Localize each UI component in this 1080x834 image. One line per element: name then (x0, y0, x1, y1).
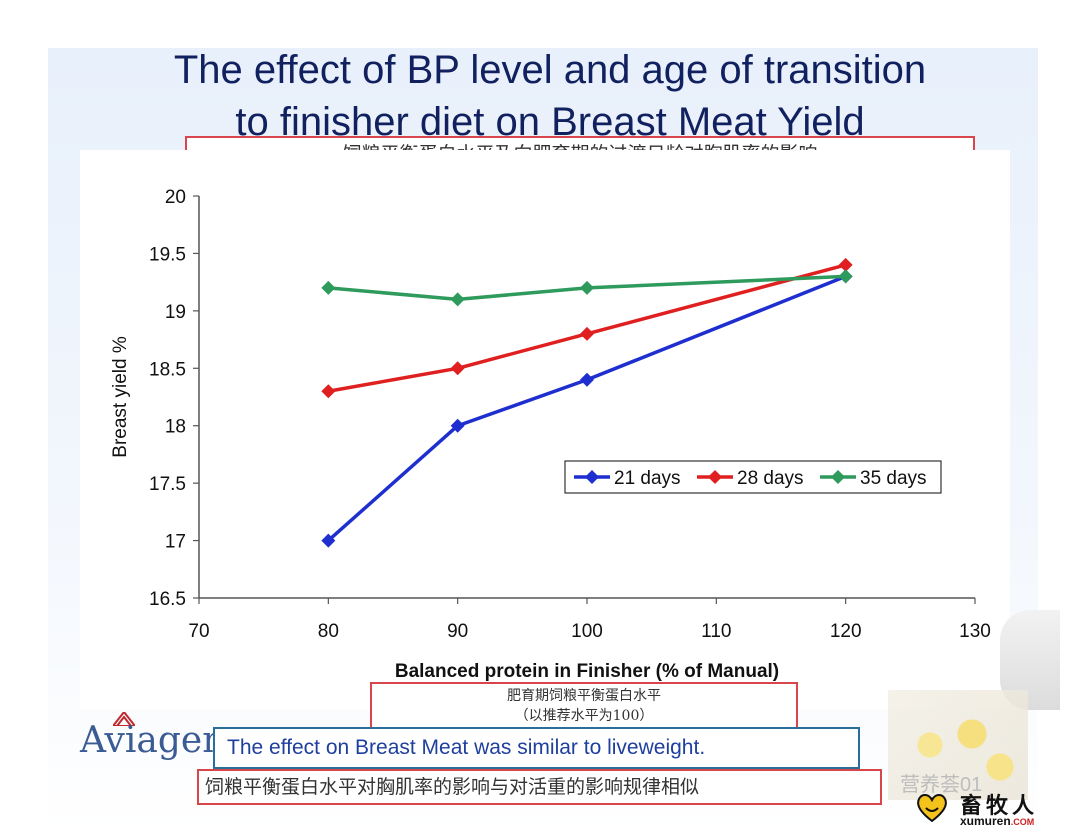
legend-swatch-marker (831, 470, 845, 484)
wechat-watermark: 营养荟01 (900, 774, 983, 796)
conclusion-text: The effect on Breast Meat was similar to… (227, 736, 706, 759)
x-axis-label: Balanced protein in Finisher (% of Manua… (395, 661, 779, 682)
x-tick-label: 80 (318, 621, 339, 642)
chart-axes: 16.5 17 17.5 18 18.5 19 19.5 20 70 80 90 100 110 120 1… (149, 187, 991, 642)
legend-box (564, 460, 942, 494)
x-tick-label: 120 (830, 621, 862, 642)
y-tick-label: 17.5 (149, 474, 186, 495)
chinese-conclusion-box: 饲粮平衡蛋白水平对胸肌率的影响与对活重的影响规律相似 (197, 769, 882, 805)
y-tick-label: 20 (165, 187, 186, 208)
brand-url-suffix: .COM (1010, 817, 1035, 827)
aviagen-logo-text: Aviagen (80, 720, 226, 761)
legend-label: 21 days (614, 468, 681, 489)
chinese-xlabel-line-2: （以推荐水平为100） (514, 708, 654, 724)
y-tick-label: 19 (165, 302, 186, 323)
data-point (838, 257, 853, 272)
y-tick-label: 16.5 (149, 589, 186, 610)
chicks-photo (888, 690, 1028, 800)
data-point (838, 269, 853, 284)
data-point (580, 280, 594, 295)
data-point (580, 326, 594, 341)
series-1 (321, 269, 853, 548)
y-tick-label: 17 (165, 532, 186, 553)
series-line (328, 274, 846, 302)
series-line (327, 274, 847, 542)
legend-label: 35 days (860, 468, 927, 489)
chinese-conclusion: 饲粮平衡蛋白水平对胸肌率的影响与对活重的影响规律相似 (205, 776, 700, 798)
conclusion-box: The effect on Breast Meat was similar to… (213, 727, 860, 769)
series-line (328, 263, 847, 393)
x-tick-label: 90 (447, 621, 468, 642)
brand-url-main: xumuren (960, 814, 1011, 828)
y-tick-label: 19.5 (149, 244, 186, 265)
x-tick-label: 70 (188, 621, 209, 642)
brand-url: xumuren.COM (960, 814, 1034, 828)
legend-swatch-marker (585, 470, 599, 484)
legend-swatch-marker (708, 470, 722, 484)
chart-legend: 21 days 28 days 35 days (564, 460, 942, 494)
x-tick-label: 100 (571, 621, 603, 642)
heart-logo-icon (917, 794, 947, 823)
data-point (450, 292, 465, 307)
data-point (450, 361, 465, 376)
data-point (321, 533, 336, 548)
chinese-xlabel-box: 肥育期饲粮平衡蛋白水平 （以推荐水平为100） (370, 682, 798, 730)
chinese-xlabel-line-1: 肥育期饲粮平衡蛋白水平 (507, 688, 661, 704)
title-line-1: The effect of BP level and age of transi… (173, 48, 927, 92)
series-3 (321, 269, 853, 307)
data-point (321, 280, 336, 295)
y-tick-label: 18.5 (149, 359, 186, 380)
data-point (580, 372, 594, 387)
chart-area (80, 150, 1010, 710)
y-axis-label: Breast yield % (110, 336, 131, 458)
data-point (450, 418, 465, 433)
brand-name: 畜牧人 (960, 793, 1039, 819)
data-point (321, 384, 336, 399)
x-tick-label: 130 (959, 621, 991, 642)
aviagen-logo-icon (113, 712, 135, 726)
chart-series (321, 257, 853, 548)
y-tick-label: 18 (165, 417, 186, 438)
legend-label: 28 days (737, 468, 804, 489)
x-tick-label: 110 (701, 621, 731, 642)
series-2 (321, 257, 853, 399)
